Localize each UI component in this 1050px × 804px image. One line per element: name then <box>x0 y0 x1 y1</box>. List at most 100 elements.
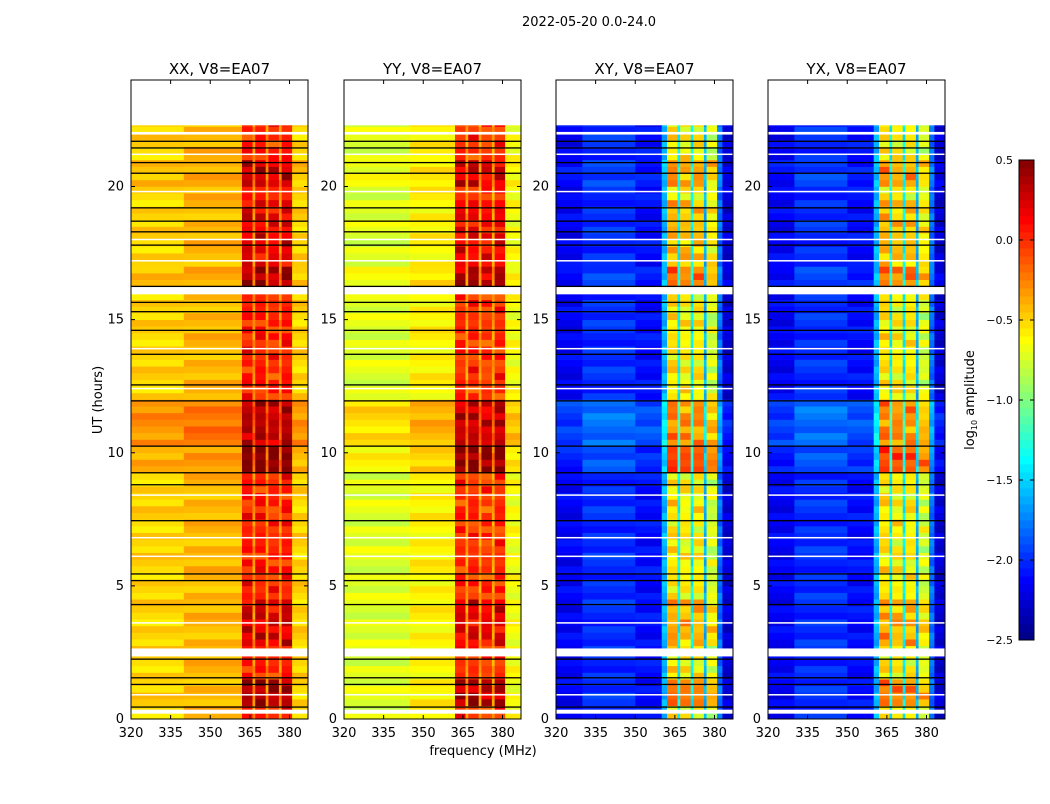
heatmap-cell <box>491 539 495 547</box>
heatmap-cell <box>252 199 256 207</box>
heatmap-cell <box>794 439 848 447</box>
heatmap-cell <box>455 386 466 394</box>
heatmap-cell <box>690 466 694 474</box>
heatmap-cell <box>468 126 480 134</box>
heatmap-cell <box>582 712 636 720</box>
heatmap-cell <box>255 612 267 620</box>
heatmap-cell <box>455 332 466 340</box>
heatmap-cell <box>494 699 506 706</box>
heatmap-cell <box>556 439 583 447</box>
heatmap-cell <box>768 233 795 241</box>
heatmap-cell <box>889 432 893 440</box>
heatmap-cell <box>455 299 466 307</box>
heatmap-cell <box>468 346 480 354</box>
heatmap-cell <box>918 625 930 633</box>
heatmap-cell <box>556 486 583 493</box>
heatmap-cell <box>929 392 935 400</box>
heatmap-cell <box>635 692 662 700</box>
heatmap-cell <box>455 665 466 673</box>
heatmap-cell <box>847 412 874 420</box>
heatmap-cell <box>505 452 522 460</box>
heatmap-cell <box>918 253 930 261</box>
heatmap-cell <box>281 233 293 241</box>
heatmap-cell <box>889 559 893 567</box>
heatmap-cell <box>468 459 480 467</box>
heatmap-cell <box>667 166 678 174</box>
heatmap-cell <box>717 639 723 647</box>
heatmap-cell <box>455 472 466 480</box>
heatmap-cell <box>905 339 917 347</box>
heatmap-cell <box>915 499 919 507</box>
heatmap-cell <box>278 486 282 493</box>
heatmap-cell <box>717 133 723 141</box>
heatmap-cell <box>268 539 280 547</box>
heatmap-cell <box>505 599 522 607</box>
heatmap-cell <box>494 386 506 394</box>
heatmap-cell <box>768 692 795 700</box>
heatmap-cell <box>794 519 848 527</box>
heatmap-cell <box>794 332 848 340</box>
heatmap-cell <box>131 319 185 327</box>
heatmap-cell <box>768 439 795 447</box>
heatmap-cell <box>478 166 482 174</box>
heatmap-cell <box>677 239 681 247</box>
heatmap-cell <box>889 665 893 673</box>
heatmap-cell <box>892 579 904 587</box>
heatmap-cell <box>902 672 906 680</box>
heatmap-cell <box>717 186 723 194</box>
heatmap-cell <box>902 266 906 274</box>
heatmap-cell <box>505 412 522 420</box>
heatmap-cell <box>468 339 480 347</box>
colorbar-swatch <box>1019 160 1034 169</box>
heatmap-cell <box>268 506 280 513</box>
heatmap-cell <box>667 712 678 720</box>
heatmap-cell <box>722 526 734 533</box>
heatmap-cell <box>252 446 256 454</box>
heatmap-cell <box>794 672 848 680</box>
heatmap-cell <box>934 585 946 593</box>
heatmap-cell <box>131 399 185 407</box>
heatmap-cell <box>278 146 282 154</box>
heatmap-cell <box>635 313 662 320</box>
heatmap-cell <box>677 592 681 600</box>
heatmap-cell <box>410 466 456 474</box>
heatmap-cell <box>929 659 935 667</box>
heatmap-cell <box>889 313 893 320</box>
heatmap-cell <box>892 466 904 474</box>
boundary-line <box>556 683 733 686</box>
heatmap-cell <box>410 179 456 187</box>
heatmap-cell <box>292 452 309 460</box>
colorbar-swatch <box>1019 240 1034 249</box>
heatmap-cell <box>661 679 668 687</box>
x-tick-label: 335 <box>371 726 396 741</box>
heatmap-cell <box>934 579 946 587</box>
heatmap-cell <box>265 592 269 600</box>
heatmap-cell <box>706 332 718 340</box>
boundary-line <box>768 311 945 313</box>
heatmap-cell <box>918 125 930 127</box>
heatmap-cell <box>915 399 919 407</box>
heatmap-cell <box>879 699 890 706</box>
heatmap-cell <box>465 293 469 300</box>
heatmap-cell <box>478 379 482 387</box>
heatmap-cell <box>265 506 269 513</box>
heatmap-cell <box>879 452 890 460</box>
heatmap-cell <box>873 186 880 194</box>
heatmap-cell <box>455 499 466 507</box>
colorbar-swatch <box>1019 384 1034 393</box>
heatmap-cell <box>582 665 636 673</box>
heatmap-cell <box>281 539 293 547</box>
heatmap-cell <box>344 346 411 354</box>
heatmap-cell <box>478 259 482 267</box>
heatmap-cell <box>635 133 662 141</box>
heatmap-cell <box>661 352 668 360</box>
heatmap-cell <box>410 452 456 460</box>
heatmap-cell <box>582 366 636 374</box>
heatmap-cell <box>491 319 495 327</box>
heatmap-cell <box>661 452 668 460</box>
heatmap-cell <box>255 559 267 567</box>
heatmap-cell <box>929 299 935 307</box>
heatmap-cell <box>494 359 506 367</box>
x-tick-label: 380 <box>277 726 302 741</box>
heatmap-cell <box>706 186 718 194</box>
